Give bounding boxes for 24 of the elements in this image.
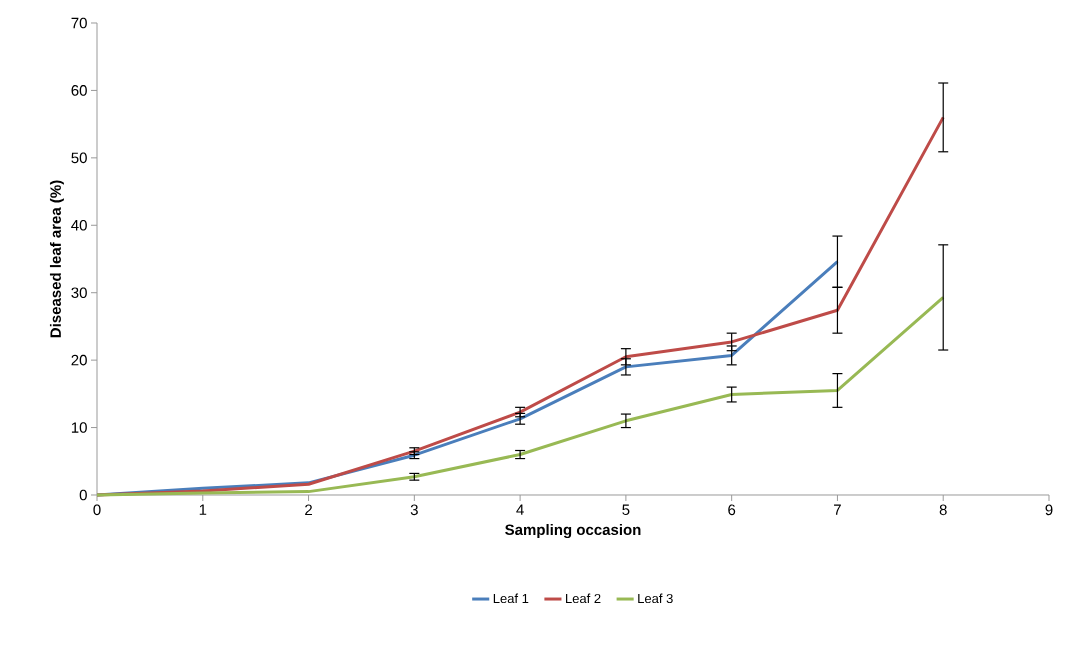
- y-tick-label: 20: [71, 354, 87, 366]
- x-tick-label: 0: [93, 504, 101, 516]
- legend-label: Leaf 3: [638, 593, 673, 604]
- line-series: [95, 295, 945, 497]
- x-tick-label: 2: [305, 504, 312, 515]
- legend-label: Leaf 1: [493, 593, 529, 604]
- y-axis-title: Diseased leaf area (%): [49, 180, 64, 338]
- y-tick-label: 40: [71, 219, 87, 231]
- y-tick-label: 30: [71, 287, 87, 299]
- x-tick-label: 9: [1045, 504, 1053, 516]
- x-axis-title: Sampling occasion: [505, 524, 641, 539]
- x-tick-label: 3: [410, 504, 418, 516]
- y-tick-label: 10: [71, 422, 87, 433]
- x-tick-label: 8: [939, 504, 947, 516]
- y-tick-label: 60: [71, 85, 87, 96]
- y-tick-label: 0: [79, 489, 87, 501]
- x-tick-label: 1: [199, 504, 207, 515]
- x-tick-label: 5: [622, 504, 630, 515]
- legend-label: Leaf 2: [566, 593, 601, 604]
- x-tick-label: 6: [728, 504, 736, 516]
- y-tick-label: 50: [71, 152, 87, 164]
- x-tick-label: 4: [516, 504, 524, 515]
- x-tick-label: 7: [834, 504, 841, 515]
- y-tick-label: 70: [71, 17, 87, 29]
